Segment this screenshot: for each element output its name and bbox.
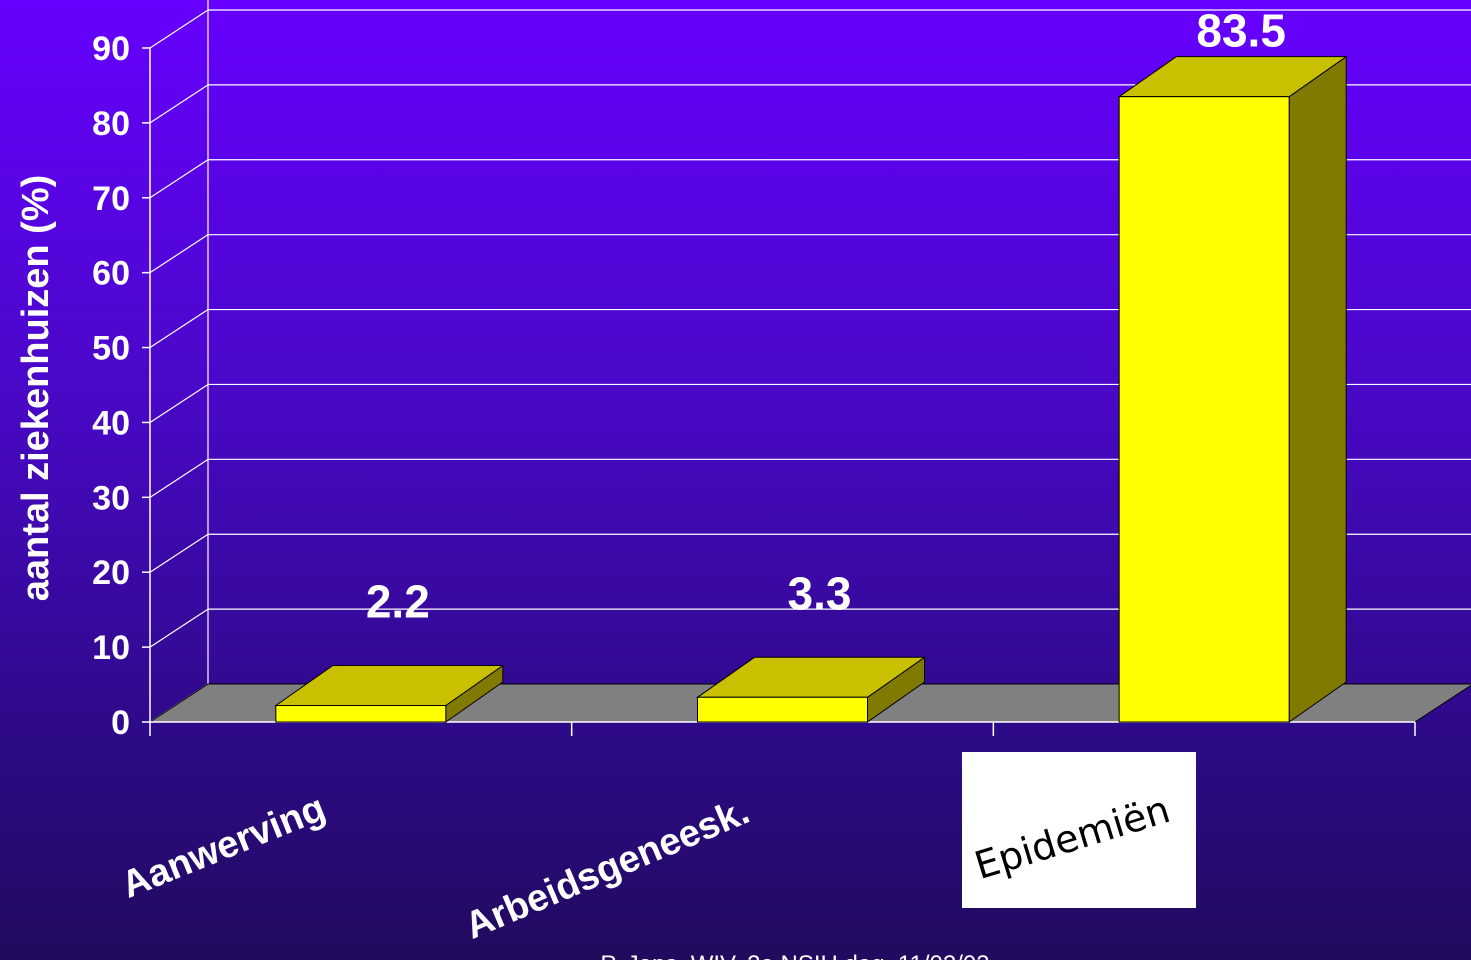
y-tick-label: 90 bbox=[92, 30, 130, 68]
category-label-box bbox=[962, 752, 1196, 908]
y-tick-label: 60 bbox=[92, 255, 130, 293]
axes: 0 10 20 30 40 50 60 70 80 90 bbox=[92, 30, 1416, 742]
bar bbox=[275, 705, 447, 723]
category-label: Arbeidsgeneesk. bbox=[459, 790, 755, 947]
grid-diagonal bbox=[149, 309, 209, 349]
bar bbox=[697, 696, 868, 723]
grid-diagonal bbox=[149, 9, 209, 49]
category-label: Aanwerving bbox=[116, 787, 331, 907]
grid-diagonal bbox=[149, 533, 209, 573]
y-tick-label: 10 bbox=[92, 629, 130, 667]
bar bbox=[1118, 96, 1290, 723]
y-tick-label: 80 bbox=[92, 105, 130, 143]
grid-diagonal bbox=[149, 234, 209, 274]
grid-diagonal bbox=[149, 383, 209, 423]
y-tick-label: 70 bbox=[92, 180, 130, 218]
y-tick-label: 30 bbox=[92, 479, 130, 517]
bar-side bbox=[1288, 55, 1347, 723]
y-axis-label: aantal ziekenhuizen (%) bbox=[15, 175, 57, 602]
grid-diagonal bbox=[149, 458, 209, 498]
data-label: 3.3 bbox=[788, 567, 852, 619]
grid-diagonal bbox=[149, 159, 209, 199]
y-tick-label: 20 bbox=[92, 554, 130, 592]
grid-diagonal bbox=[149, 84, 209, 124]
y-tick-label: 50 bbox=[92, 330, 130, 368]
footer-credit: P. Jans, WIV, 2e NSIH dag, 11/02/03 bbox=[600, 951, 989, 960]
y-tick-label: 0 bbox=[111, 704, 130, 742]
y-tick-label: 40 bbox=[92, 404, 130, 442]
labels: 2.2Aanwerving3.3Arbeidsgeneesk.83.5Epide… bbox=[116, 5, 1286, 948]
data-label: 2.2 bbox=[366, 576, 430, 628]
grid-diagonal bbox=[149, 608, 209, 648]
bars bbox=[274, 55, 1348, 723]
data-label: 83.5 bbox=[1196, 5, 1286, 57]
